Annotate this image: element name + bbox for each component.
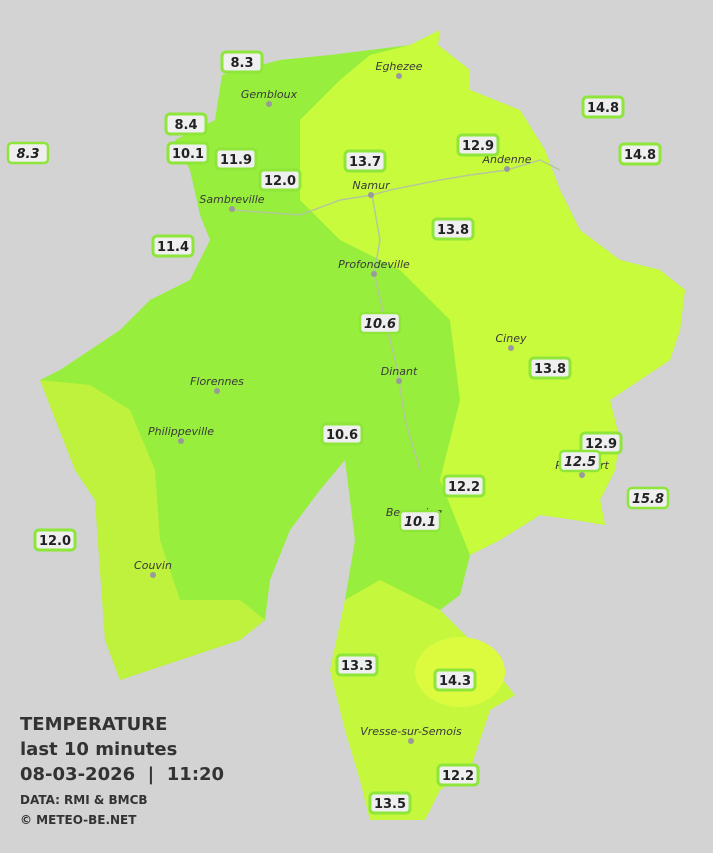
reading-value: 14.8 bbox=[587, 101, 619, 116]
city-dot bbox=[368, 192, 374, 198]
city-name: Florennes bbox=[190, 375, 244, 388]
river-meuse bbox=[231, 159, 561, 216]
reading-box bbox=[528, 356, 572, 380]
reading-box bbox=[436, 763, 480, 787]
city-dot bbox=[396, 378, 402, 384]
reading-box bbox=[33, 528, 77, 552]
reading-box bbox=[579, 431, 623, 455]
reading-box bbox=[258, 168, 302, 192]
reading-box bbox=[456, 133, 500, 157]
reading-value: 12.9 bbox=[462, 139, 494, 154]
reading-value: 13.8 bbox=[437, 223, 469, 238]
reading-box bbox=[164, 112, 208, 136]
reading-value: 14.3 bbox=[439, 674, 471, 689]
city-dot bbox=[579, 472, 585, 478]
reading-value: 14.8 bbox=[624, 148, 656, 163]
city-dot bbox=[508, 345, 514, 351]
reading-box bbox=[431, 217, 475, 241]
reading-value: 12.2 bbox=[448, 480, 480, 495]
reading-box bbox=[398, 509, 442, 533]
title-credit: © METEO-BE.NET bbox=[20, 813, 137, 827]
reading-box bbox=[151, 234, 195, 258]
reading-value: 13.8 bbox=[534, 362, 566, 377]
reading-box bbox=[320, 422, 364, 446]
title-period: last 10 minutes bbox=[20, 739, 177, 760]
reading-value: 11.4 bbox=[157, 240, 189, 255]
city-name: Namur bbox=[352, 179, 391, 192]
reading-box bbox=[214, 147, 258, 171]
city-name: Vresse-sur-Semois bbox=[360, 725, 462, 738]
reading-value: 13.7 bbox=[349, 155, 381, 170]
reading-value: 15.8 bbox=[632, 492, 664, 507]
reading-value: 10.6 bbox=[364, 317, 396, 332]
title-source: DATA: RMI & BMCB bbox=[20, 793, 148, 807]
reading-value: 12.5 bbox=[564, 455, 596, 470]
city-dot bbox=[396, 73, 402, 79]
zone-warm-west bbox=[40, 380, 265, 680]
city-dot bbox=[229, 206, 235, 212]
reading-value: 12.0 bbox=[39, 534, 71, 549]
reading-box bbox=[558, 449, 602, 473]
city-name: Philippeville bbox=[148, 425, 214, 438]
reading-value: 8.3 bbox=[16, 147, 39, 162]
reading-value: 12.2 bbox=[442, 769, 474, 784]
reading-box bbox=[368, 791, 412, 815]
reading-box bbox=[335, 653, 379, 677]
reading-value: 10.6 bbox=[326, 428, 358, 443]
city-name: Sambreville bbox=[199, 193, 264, 206]
reading-box bbox=[618, 142, 662, 166]
city-name: Dinant bbox=[381, 365, 418, 378]
reading-box bbox=[581, 95, 625, 119]
river-meuse-south bbox=[371, 194, 421, 471]
reading-box bbox=[442, 474, 486, 498]
city-dot bbox=[150, 572, 156, 578]
reading-box bbox=[220, 50, 264, 74]
reading-value: 8.4 bbox=[174, 118, 197, 133]
zone-warm-north bbox=[300, 30, 685, 555]
city-dot bbox=[504, 166, 510, 172]
reading-value: 13.5 bbox=[374, 797, 406, 812]
city-dot bbox=[214, 388, 220, 394]
reading-value: 13.3 bbox=[341, 659, 373, 674]
reading-box bbox=[626, 486, 670, 510]
reading-value: 11.9 bbox=[220, 153, 252, 168]
reading-value: 8.3 bbox=[230, 56, 253, 71]
reading-box bbox=[433, 668, 477, 692]
reading-box bbox=[358, 311, 402, 335]
title-datetime: 08-03-2026 | 11:20 bbox=[20, 764, 224, 785]
reading-value: 12.9 bbox=[585, 437, 617, 452]
reading-value: 10.1 bbox=[172, 147, 204, 162]
city-name: Profondeville bbox=[338, 258, 410, 271]
reading-value: 10.1 bbox=[404, 515, 436, 530]
reading-box bbox=[166, 141, 210, 165]
city-dot bbox=[371, 271, 377, 277]
city-name: Couvin bbox=[134, 559, 172, 572]
city-dot bbox=[266, 101, 272, 107]
reading-value: 12.0 bbox=[264, 174, 296, 189]
reading-box bbox=[6, 141, 50, 165]
city-dot bbox=[178, 438, 184, 444]
reading-box bbox=[343, 149, 387, 173]
city-name: Ciney bbox=[496, 332, 527, 345]
title-heading: TEMPERATURE bbox=[20, 714, 167, 735]
city-name: Eghezee bbox=[376, 60, 423, 73]
city-dot bbox=[408, 738, 414, 744]
city-name: Gembloux bbox=[241, 88, 298, 101]
